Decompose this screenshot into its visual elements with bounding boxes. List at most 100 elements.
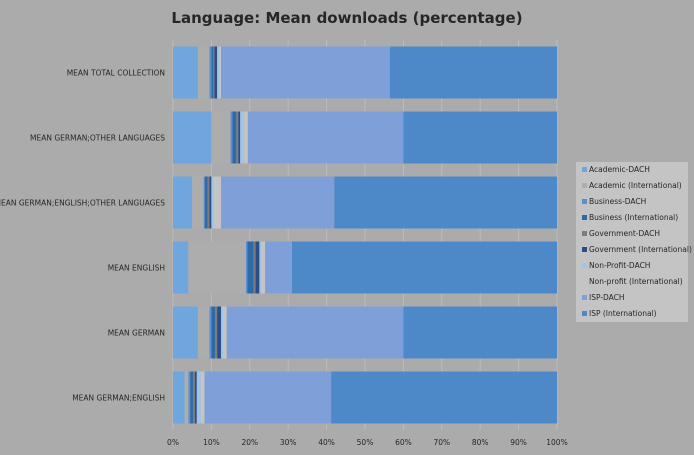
- x-tick-label: 80%: [472, 438, 489, 447]
- category-labels: MEAN TOTAL COLLECTION MEAN GERMAN;OTHER L…: [0, 69, 165, 403]
- bar-segment: [192, 371, 195, 424]
- bar-segment: [203, 176, 205, 229]
- bar-segment: [232, 111, 237, 164]
- legend-swatch: [582, 183, 587, 188]
- legend: Academic-DACH Academic (International) Bus…: [576, 162, 692, 322]
- gridlines: [172, 40, 558, 430]
- bar-segment: [209, 306, 212, 359]
- legend-swatch: [582, 295, 587, 300]
- legend-swatch: [582, 215, 587, 220]
- bar-segment: [184, 371, 189, 424]
- bar-segment: [214, 46, 218, 99]
- bar-segment: [173, 176, 193, 229]
- category-label: MEAN GERMAN;OTHER LANGUAGES: [30, 134, 165, 143]
- bar-segment: [211, 306, 216, 359]
- x-tick-label: 30%: [280, 438, 297, 447]
- bar-segment: [209, 46, 212, 99]
- category-label: MEAN GERMAN;ENGLISH: [72, 394, 165, 403]
- legend-label: Academic (International): [589, 181, 682, 190]
- bar-segment: [403, 111, 557, 164]
- bar-segment: [200, 371, 205, 424]
- x-tick-label: 70%: [433, 438, 450, 447]
- bar-segment: [173, 371, 185, 424]
- x-tick-label: 20%: [241, 438, 258, 447]
- bar-segment: [240, 111, 245, 164]
- bar-segment: [204, 176, 208, 229]
- category-label: MEAN ENGLISH: [108, 264, 165, 273]
- bar-segment: [259, 241, 262, 294]
- bar-segment: [192, 176, 204, 229]
- bar-segment: [221, 46, 390, 99]
- bar-segment: [253, 241, 256, 294]
- legend-swatch: [582, 167, 587, 172]
- legend-swatch: [582, 311, 587, 316]
- legend-label: Business (International): [589, 213, 678, 222]
- bar-segment: [188, 241, 246, 294]
- bar-segment: [247, 241, 254, 294]
- x-tick-label: 60%: [395, 438, 412, 447]
- bar-segment: [215, 306, 218, 359]
- legend-box: [576, 162, 688, 322]
- bar-segment: [236, 111, 239, 164]
- bar-segment: [222, 306, 227, 359]
- category-label: MEAN GERMAN;ENGLISH;OTHER LANGUAGES: [0, 199, 165, 208]
- bar-segment: [244, 111, 248, 164]
- bar-segment: [197, 306, 210, 359]
- legend-label: Non-Profit-DACH: [589, 261, 650, 270]
- legend-label: Non-profit (International): [589, 277, 683, 286]
- legend-label: Business-DACH: [589, 197, 646, 206]
- bar-segment: [261, 241, 266, 294]
- bar-segment: [173, 111, 212, 164]
- bar-segment: [331, 371, 557, 424]
- legend-label: ISP (International): [589, 309, 657, 318]
- bar-segment: [230, 111, 233, 164]
- legend-swatch: [582, 279, 587, 284]
- bar-segment: [197, 46, 210, 99]
- bar-segment: [226, 306, 404, 359]
- bar-segment: [207, 176, 210, 229]
- bar-segment: [217, 46, 220, 99]
- x-tick-label: 0%: [167, 438, 179, 447]
- bar-segment: [247, 111, 404, 164]
- bar-segment: [213, 176, 221, 229]
- bar-segment: [245, 241, 248, 294]
- chart-title: Language: Mean downloads (percentage): [171, 9, 522, 27]
- bar-segment: [255, 241, 260, 294]
- category-label: MEAN TOTAL COLLECTION: [67, 69, 165, 78]
- x-tick-label: 50%: [357, 438, 374, 447]
- bar-segment: [190, 371, 193, 424]
- bar-segment: [211, 111, 231, 164]
- legend-label: ISP-DACH: [589, 293, 625, 302]
- bar-segment: [238, 111, 241, 164]
- bars: [173, 46, 557, 424]
- x-tick-label: 90%: [510, 438, 527, 447]
- bar-segment: [211, 46, 214, 99]
- legend-swatch: [582, 199, 587, 204]
- bar-segment: [221, 306, 223, 359]
- bar-segment: [221, 176, 335, 229]
- bar-segment: [173, 306, 198, 359]
- bar-segment: [219, 46, 221, 99]
- legend-swatch: [582, 247, 587, 252]
- x-tick-labels: 0% 10% 20% 30% 40% 50% 60% 70% 80% 90% 100%: [167, 438, 568, 447]
- bar-segment: [292, 241, 557, 294]
- bar-segment: [188, 371, 191, 424]
- legend-swatch: [582, 263, 587, 268]
- bar-segment: [213, 46, 215, 99]
- legend-label: Academic-DACH: [589, 165, 650, 174]
- bar-segment: [204, 371, 332, 424]
- bar-segment: [196, 371, 201, 424]
- bar-segment: [194, 371, 197, 424]
- x-tick-label: 100%: [546, 438, 567, 447]
- bar-segment: [334, 176, 557, 229]
- bar-segment: [217, 306, 221, 359]
- x-tick-label: 40%: [318, 438, 335, 447]
- bar-segment: [211, 176, 214, 229]
- bar-segment: [209, 176, 212, 229]
- legend-swatch: [582, 231, 587, 236]
- bar-segment: [403, 306, 557, 359]
- legend-label: Government (International): [589, 245, 692, 254]
- bar-segment: [173, 46, 198, 99]
- bar-segment: [265, 241, 293, 294]
